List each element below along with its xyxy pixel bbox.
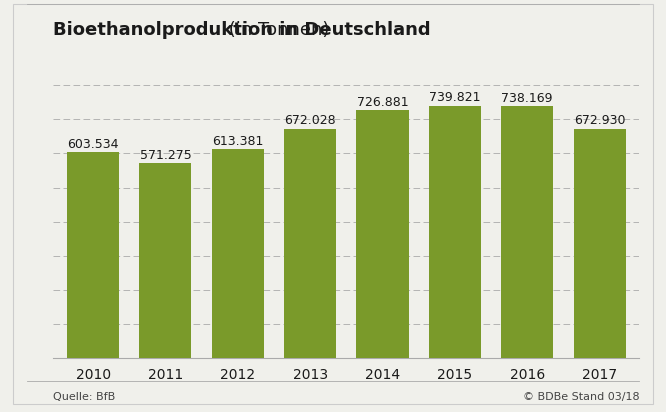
Text: Bioethanolproduktion in Deutschland: Bioethanolproduktion in Deutschland (53, 21, 431, 39)
Text: 571.275: 571.275 (140, 149, 191, 162)
Bar (356, 110, 408, 358)
Text: 672.930: 672.930 (574, 114, 625, 127)
Bar (139, 163, 192, 358)
Text: 603.534: 603.534 (67, 138, 119, 151)
Text: Quelle: BfB: Quelle: BfB (53, 392, 115, 402)
Text: 726.881: 726.881 (357, 96, 408, 109)
Bar (212, 149, 264, 358)
Bar (573, 129, 625, 358)
Text: 613.381: 613.381 (212, 134, 264, 147)
Text: 672.028: 672.028 (284, 115, 336, 127)
Text: 738.169: 738.169 (501, 92, 553, 105)
Bar (67, 152, 119, 358)
Bar (284, 129, 336, 358)
Text: (in Tonnen): (in Tonnen) (224, 21, 330, 39)
Bar (429, 105, 481, 358)
Text: © BDBe Stand 03/18: © BDBe Stand 03/18 (523, 392, 639, 402)
Text: 739.821: 739.821 (429, 91, 481, 104)
Bar (501, 106, 553, 358)
